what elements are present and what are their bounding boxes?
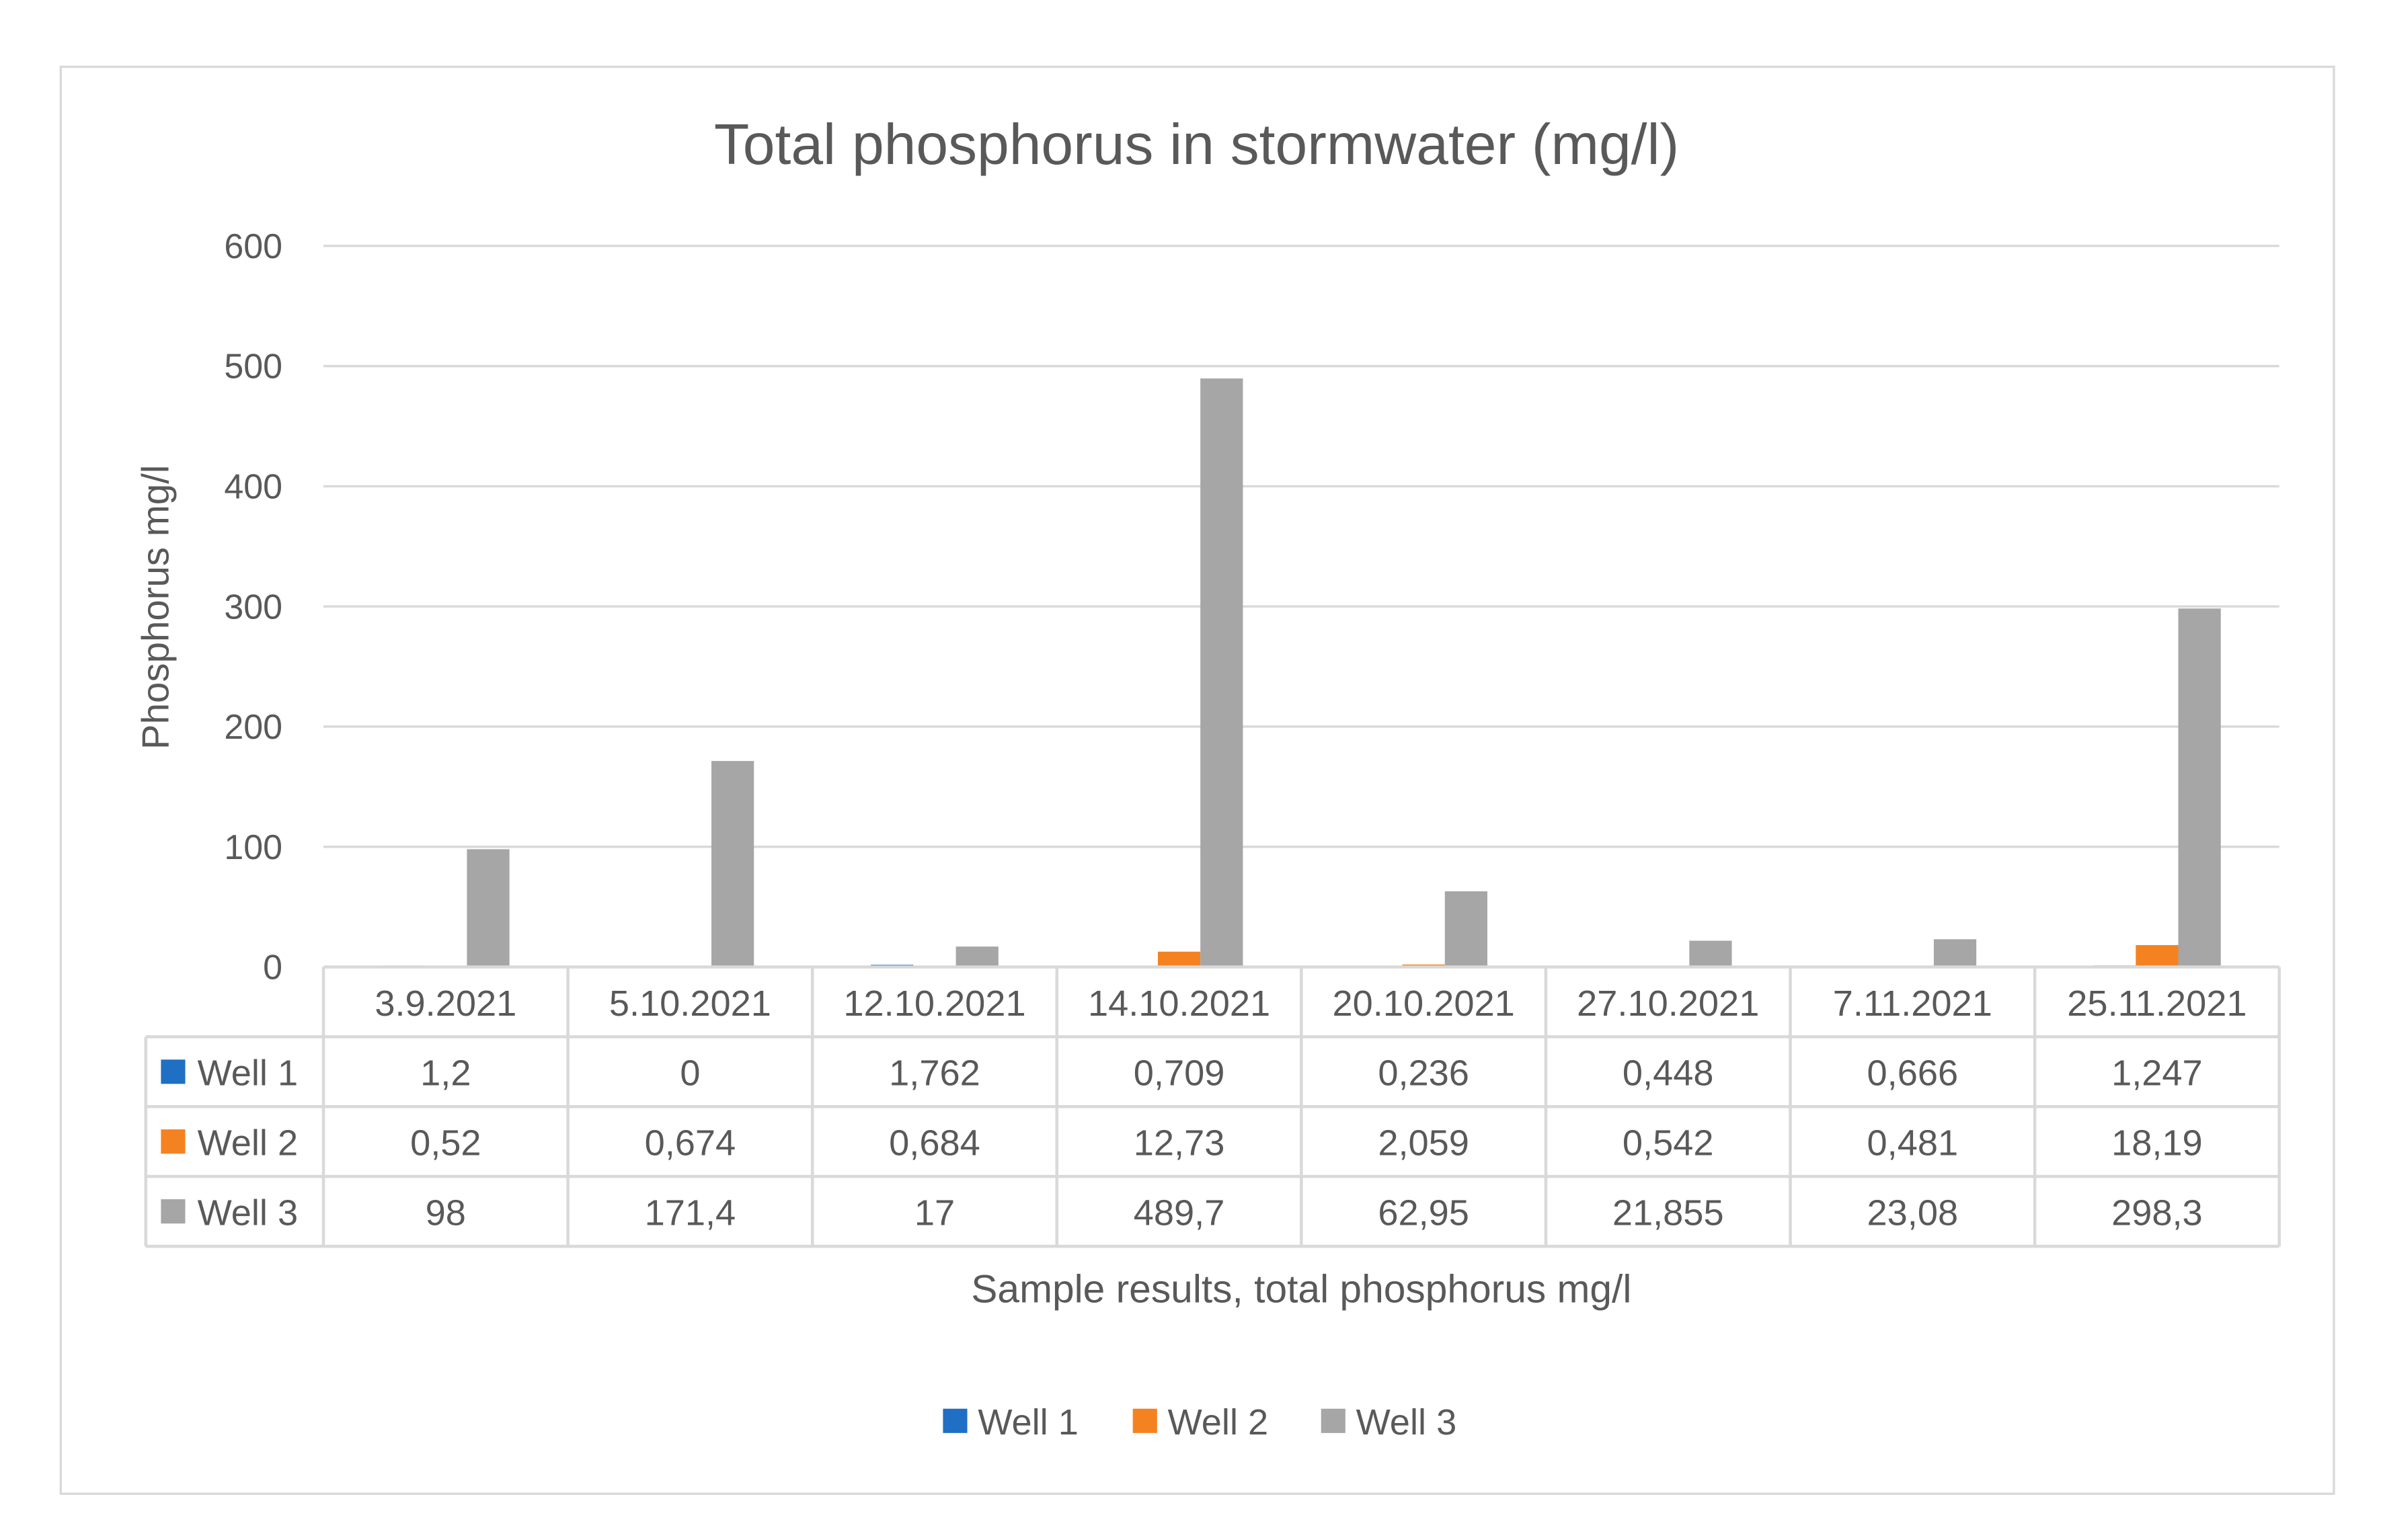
x-category-label: 7.11.2021 <box>1833 983 1992 1024</box>
bar-well-3 <box>2179 608 2221 967</box>
x-category-label: 27.10.2021 <box>1577 983 1759 1024</box>
y-tick-label: 500 <box>224 348 282 387</box>
table-series-name: Well 3 <box>198 1192 299 1233</box>
table-cell-value: 12,73 <box>1134 1123 1225 1164</box>
table-cell-value: 298,3 <box>2111 1192 2203 1233</box>
table-series-name: Well 2 <box>198 1123 299 1164</box>
table-series-name: Well 1 <box>198 1053 299 1094</box>
legend-label: Well 2 <box>1168 1402 1269 1443</box>
bar-well-2 <box>1158 952 1200 967</box>
chart-title: Total phosphorus in stormwater (mg/l) <box>714 112 1679 177</box>
table-cell-value: 489,7 <box>1134 1192 1225 1233</box>
table-cell-value: 1,762 <box>889 1053 980 1094</box>
table-cell-value: 21,855 <box>1612 1192 1724 1233</box>
table-cell-value: 2,059 <box>1378 1123 1469 1164</box>
legend-swatch <box>943 1409 967 1433</box>
x-axis-title: Sample results, total phosphorus mg/l <box>971 1268 1631 1311</box>
table-cell-value: 98 <box>426 1192 466 1233</box>
legend-label: Well 3 <box>1356 1402 1457 1443</box>
table-cell-value: 1,2 <box>420 1053 471 1094</box>
bar-well-3 <box>1689 940 1731 967</box>
table-cell-value: 0,709 <box>1134 1053 1225 1094</box>
table-cell-value: 0,448 <box>1623 1053 1714 1094</box>
x-category-label: 25.11.2021 <box>2067 983 2247 1024</box>
table-cell-value: 1,247 <box>2111 1053 2203 1094</box>
bar-well-3 <box>956 946 999 967</box>
y-tick-label: 300 <box>224 587 282 626</box>
legend-swatch <box>1321 1409 1345 1433</box>
table-cell-value: 62,95 <box>1378 1192 1469 1233</box>
table-cell-value: 0 <box>680 1053 700 1094</box>
x-category-label: 14.10.2021 <box>1088 983 1270 1024</box>
table-cell-value: 17 <box>914 1192 955 1233</box>
table-cell-value: 0,684 <box>889 1123 980 1164</box>
x-category-label: 3.9.2021 <box>375 983 516 1024</box>
table-cell-value: 0,674 <box>645 1123 736 1164</box>
table-cell-value: 171,4 <box>645 1192 736 1233</box>
legend-label: Well 1 <box>978 1402 1079 1443</box>
table-legend-key <box>161 1129 185 1153</box>
x-category-label: 5.10.2021 <box>609 983 771 1024</box>
legend-swatch <box>1133 1409 1157 1433</box>
table-legend-key <box>161 1199 185 1223</box>
y-tick-label: 200 <box>224 708 282 747</box>
table-cell-value: 0,481 <box>1867 1123 1959 1164</box>
y-tick-label: 0 <box>263 948 282 987</box>
y-tick-label: 400 <box>224 467 282 506</box>
bar-well-3 <box>1200 378 1243 967</box>
table-cell-value: 0,52 <box>410 1123 481 1164</box>
bar-well-3 <box>467 849 509 967</box>
y-tick-label: 100 <box>224 828 282 867</box>
table-cell-value: 0,666 <box>1867 1053 1959 1094</box>
table-cell-value: 23,08 <box>1867 1192 1959 1233</box>
bar-well-3 <box>1445 891 1487 967</box>
table-cell-value: 18,19 <box>2111 1123 2203 1164</box>
y-tick-label: 600 <box>224 227 282 266</box>
table-cell-value: 0,542 <box>1623 1123 1714 1164</box>
table-cell-value: 0,236 <box>1378 1053 1469 1094</box>
x-category-label: 12.10.2021 <box>843 983 1025 1024</box>
bar-well-3 <box>1934 939 1976 967</box>
table-legend-key <box>161 1059 185 1084</box>
x-category-label: 20.10.2021 <box>1333 983 1515 1024</box>
bar-well-2 <box>2136 945 2178 967</box>
bar-well-3 <box>711 761 754 967</box>
y-axis-title: Phosphorus mg/l <box>134 465 177 750</box>
